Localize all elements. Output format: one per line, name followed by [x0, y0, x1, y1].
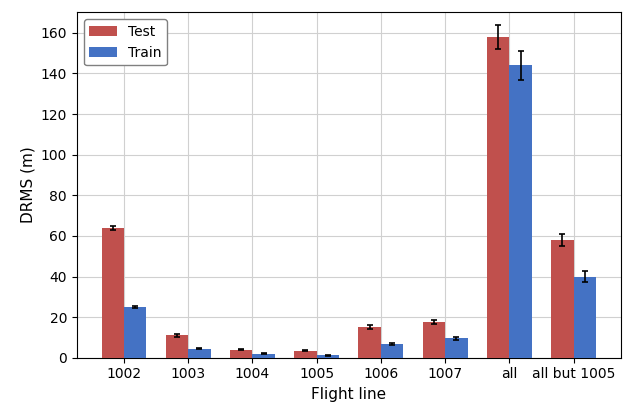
Bar [573, 277, 596, 358]
Bar [445, 339, 468, 358]
Bar [487, 37, 509, 358]
Bar [509, 65, 532, 358]
Legend: Test, Train: Test, Train [84, 20, 167, 65]
Bar [551, 240, 573, 358]
Bar [294, 351, 317, 358]
Bar [166, 335, 188, 358]
Bar [381, 344, 403, 358]
Bar [102, 228, 124, 358]
Bar [252, 354, 275, 358]
Bar [230, 349, 252, 358]
Bar [358, 327, 381, 358]
Y-axis label: DRMS (m): DRMS (m) [20, 147, 35, 223]
Bar [188, 349, 211, 358]
Bar [422, 322, 445, 358]
X-axis label: Flight line: Flight line [311, 387, 387, 402]
Bar [317, 355, 339, 358]
Bar [124, 307, 147, 358]
